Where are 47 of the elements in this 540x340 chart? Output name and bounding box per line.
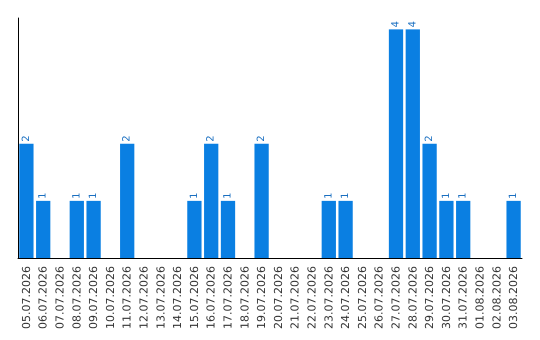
x-tick-label: 02.08.2026	[490, 266, 504, 330]
x-tick-label: 09.07.2026	[87, 266, 100, 330]
data-label: 4	[407, 21, 418, 28]
x-tick-label: 18.07.2026	[238, 266, 252, 330]
x-tick-label: 25.07.2026	[356, 266, 369, 330]
x-tick-label: 16.07.2026	[204, 266, 218, 330]
data-label: 2	[206, 135, 217, 142]
x-tick-label: 14.07.2026	[171, 266, 184, 330]
x-tick-label: 22.07.2026	[306, 266, 318, 330]
data-label: 1	[222, 192, 234, 199]
x-tick-label: 30.07.2026	[440, 266, 453, 330]
data-label: 4	[390, 21, 402, 28]
x-tick-label: 06.07.2026	[36, 266, 50, 330]
x-tick-label: 31.07.2026	[456, 266, 470, 330]
x-tick-label: 13.07.2026	[154, 266, 168, 330]
x-tick-label: 10.07.2026	[104, 266, 117, 330]
x-tick-label: 28.07.2026	[406, 266, 420, 330]
x-tick-label: 15.07.2026	[188, 266, 201, 330]
data-label: 1	[458, 192, 469, 199]
x-tick-label: 19.07.2026	[255, 266, 268, 330]
data-label: 2	[20, 135, 32, 142]
x-tick-label: 01.08.2026	[474, 266, 486, 330]
x-tick-label: 27.07.2026	[390, 266, 402, 330]
data-label: 1	[340, 192, 352, 199]
x-tick-label: 11.07.2026	[120, 266, 134, 330]
data-label: 1	[508, 192, 520, 199]
data-label: 2	[424, 135, 436, 142]
x-tick-label: 08.07.2026	[70, 266, 84, 330]
x-tick-label: 23.07.2026	[322, 266, 336, 330]
data-label: 1	[71, 192, 82, 199]
data-label: 2	[122, 135, 133, 142]
x-tick-label: 26.07.2026	[372, 266, 386, 330]
x-tick-label: 29.07.2026	[423, 266, 436, 330]
x-tick-label: 05.07.2026	[20, 266, 33, 330]
x-tick-label: 17.07.2026	[222, 266, 234, 330]
data-label: 1	[323, 192, 334, 199]
x-tick-label: 24.07.2026	[339, 266, 352, 330]
data-label: 1	[188, 192, 200, 199]
data-label: 1	[38, 192, 49, 199]
x-tick-label: 07.07.2026	[54, 266, 66, 330]
data-label: 1	[440, 192, 452, 199]
data-label: 2	[256, 135, 268, 142]
x-tick-label: 21.07.2026	[288, 266, 302, 330]
x-tick-label: 20.07.2026	[272, 266, 285, 330]
data-label: 1	[88, 192, 100, 199]
x-tick-label: 03.08.2026	[507, 266, 520, 330]
x-tick-label: 12.07.2026	[138, 266, 150, 330]
